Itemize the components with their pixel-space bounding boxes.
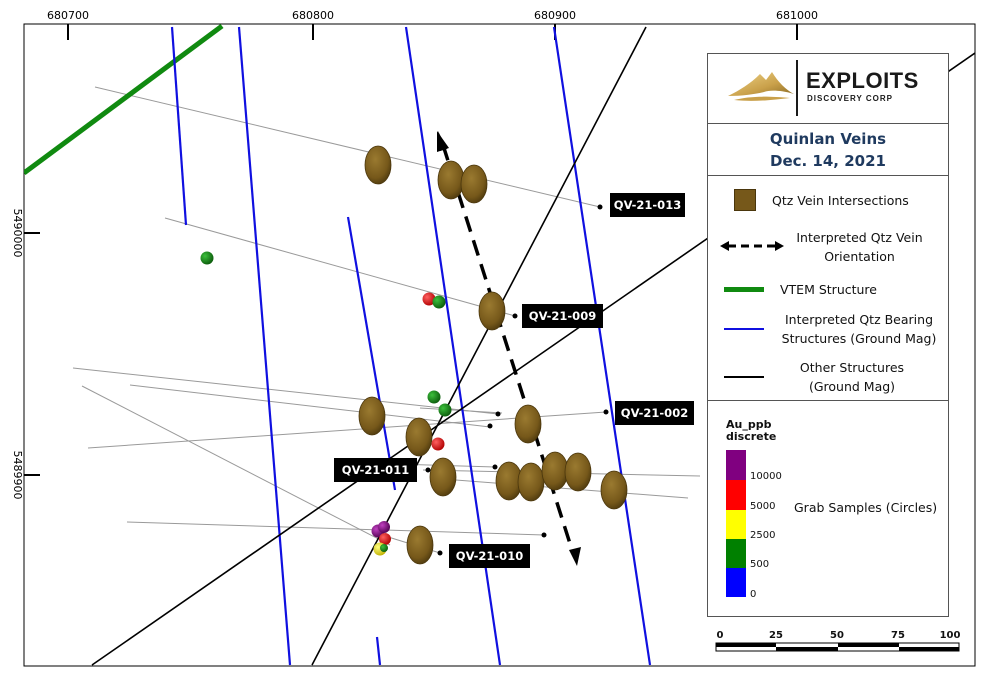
scale-label-25: 25 <box>769 630 783 641</box>
vtem-structure-line <box>24 24 224 176</box>
black-line-swatch-icon <box>724 376 764 378</box>
brand-logo-mountain-icon <box>728 72 794 101</box>
legend-symbols: Qtz Vein Intersections Interpreted Qtz V… <box>708 176 948 401</box>
x-tick-680900: 680900 <box>534 9 576 22</box>
au-legend-block: Au_ppb discrete 10000 5000 2500 500 0 Gr… <box>708 401 948 616</box>
scale-label-75: 75 <box>891 630 905 641</box>
y-tick-5490000: 5490000 <box>11 209 24 258</box>
legend-item-qtz-vein: Qtz Vein Intersections <box>708 188 948 212</box>
hole-label-qv-21-002[interactable]: QV-21-002 <box>615 401 694 425</box>
legend-item-other-structures: Other Structures (Ground Mag) <box>708 358 948 398</box>
y-tick-5489900: 5489900 <box>11 451 24 500</box>
brand-block: EXPLOITS DISCOVERY CORP <box>708 54 948 124</box>
legend-item-vtem: VTEM Structure <box>708 278 948 302</box>
svg-text:QV-21-009: QV-21-009 <box>529 309 596 323</box>
x-axis-ticks: 680700 680800 680900 681000 <box>47 9 818 40</box>
hole-label-qv-21-011[interactable]: QV-21-011 <box>334 458 417 482</box>
grab-samples <box>200 251 452 556</box>
collar-points <box>425 204 609 556</box>
legend-item-interpreted-orientation: Interpreted Qtz Vein Orientation <box>708 228 948 268</box>
scale-label-0: 0 <box>716 630 724 641</box>
y-axis-ticks: 5490000 5489900 <box>11 209 40 500</box>
au-color-ramp <box>726 450 746 597</box>
au-legend-title: Au_ppb discrete <box>726 418 777 443</box>
hole-label-qv-21-010[interactable]: QV-21-010 <box>449 544 530 568</box>
au-class-0: 0 <box>750 589 757 600</box>
hole-label-qv-21-009[interactable]: QV-21-009 <box>522 304 603 328</box>
vtem-swatch-icon <box>724 287 764 292</box>
vein-swatch-icon <box>734 189 756 211</box>
legend-item-qtz-bearing: Interpreted Qtz Bearing Structures (Grou… <box>708 310 948 350</box>
x-tick-680800: 680800 <box>292 9 334 22</box>
dashed-arrow-icon <box>720 241 784 251</box>
hole-label-qv-21-013[interactable]: QV-21-013 <box>610 193 685 217</box>
qtz-bearing-structures <box>170 26 652 666</box>
legend-title: Quinlan Veins <box>769 130 887 148</box>
au-class-10000: 10000 <box>750 471 782 482</box>
svg-text:QV-21-002: QV-21-002 <box>621 406 688 420</box>
brand-subtitle: DISCOVERY CORP <box>807 94 894 103</box>
svg-text:QV-21-011: QV-21-011 <box>342 463 409 477</box>
scale-bar: 0 25 50 75 100 <box>714 630 962 654</box>
au-class-2500: 2500 <box>750 530 776 541</box>
scale-bar-graphic <box>715 642 960 652</box>
x-tick-681000: 681000 <box>776 9 818 22</box>
scale-label-50: 50 <box>830 630 844 641</box>
svg-text:QV-21-013: QV-21-013 <box>614 198 681 212</box>
map-legend: EXPLOITS DISCOVERY CORP Quinlan Veins De… <box>707 53 949 617</box>
x-tick-680700: 680700 <box>47 9 89 22</box>
brand-name: EXPLOITS <box>806 68 919 93</box>
legend-date: Dec. 14, 2021 <box>770 152 886 170</box>
scale-label-100: 100 <box>939 630 961 641</box>
au-class-500: 500 <box>750 559 770 570</box>
blue-line-swatch-icon <box>724 328 764 330</box>
brand-divider <box>796 60 798 116</box>
qtz-vein-intersections <box>358 145 628 565</box>
svg-text:QV-21-010: QV-21-010 <box>456 549 523 563</box>
au-class-5000: 5000 <box>750 501 776 512</box>
grab-samples-label: Grab Samples (Circles) <box>794 500 938 515</box>
legend-title-block: Quinlan Veins Dec. 14, 2021 <box>708 124 948 176</box>
